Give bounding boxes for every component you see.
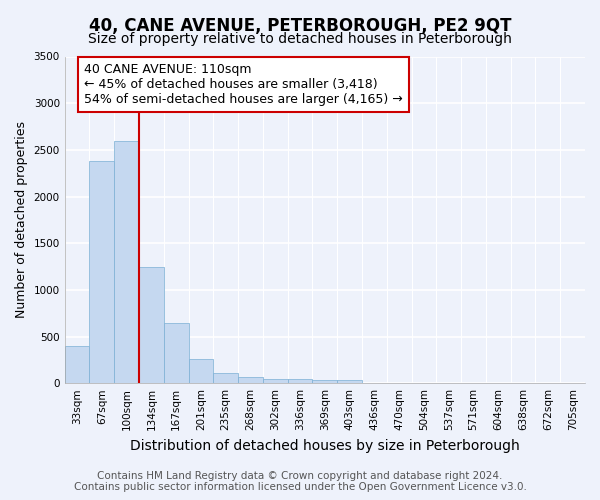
Bar xyxy=(164,324,188,383)
Bar xyxy=(139,266,164,383)
Text: 40 CANE AVENUE: 110sqm
← 45% of detached houses are smaller (3,418)
54% of semi-: 40 CANE AVENUE: 110sqm ← 45% of detached… xyxy=(84,63,403,106)
X-axis label: Distribution of detached houses by size in Peterborough: Distribution of detached houses by size … xyxy=(130,438,520,452)
Bar xyxy=(287,380,313,383)
Bar xyxy=(89,161,114,383)
Bar xyxy=(114,140,139,383)
Text: Size of property relative to detached houses in Peterborough: Size of property relative to detached ho… xyxy=(88,32,512,46)
Bar xyxy=(65,346,89,383)
Bar xyxy=(263,378,287,383)
Bar xyxy=(214,373,238,383)
Bar xyxy=(337,380,362,383)
Text: 40, CANE AVENUE, PETERBOROUGH, PE2 9QT: 40, CANE AVENUE, PETERBOROUGH, PE2 9QT xyxy=(89,18,511,36)
Bar xyxy=(188,360,214,383)
Y-axis label: Number of detached properties: Number of detached properties xyxy=(15,122,28,318)
Text: Contains HM Land Registry data © Crown copyright and database right 2024.
Contai: Contains HM Land Registry data © Crown c… xyxy=(74,471,526,492)
Bar xyxy=(313,380,337,383)
Bar xyxy=(238,376,263,383)
